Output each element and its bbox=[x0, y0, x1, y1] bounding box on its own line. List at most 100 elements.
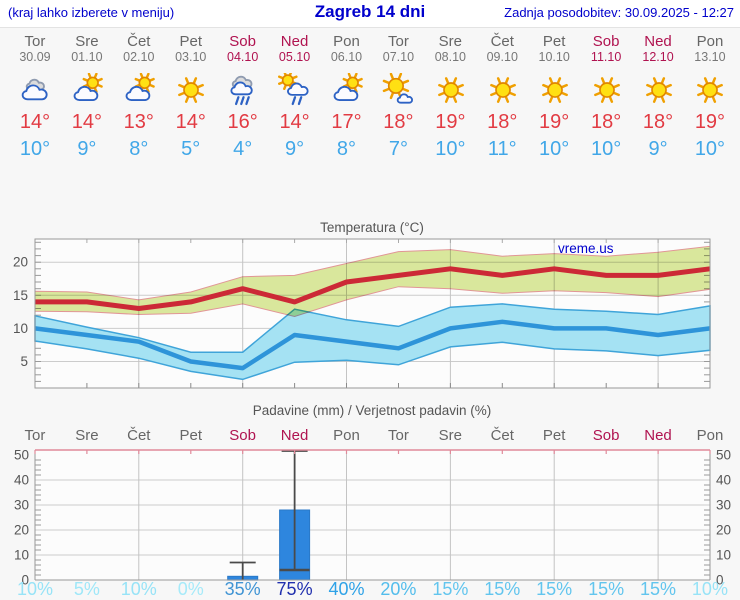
svg-text:10: 10 bbox=[716, 548, 731, 563]
sunny-icon bbox=[489, 77, 516, 103]
day-date: 13.10 bbox=[694, 50, 726, 64]
weather-icon-cell bbox=[269, 73, 321, 106]
svg-text:50: 50 bbox=[716, 448, 731, 463]
max-temp-value: 18° bbox=[590, 111, 622, 133]
precip-probability-labels: 10% 5% 10% 0% 35% 75% 40% 20% 15% 15% 15% 15% 15% 10% bbox=[9, 579, 736, 600]
precip-day-labels: Tor Sre Čet Pet Sob Ned Pon Tor Sre Čet Pet Sob Ned P… bbox=[9, 427, 736, 444]
day-date: 02.10 bbox=[123, 50, 155, 64]
precip-day-label: Ned bbox=[644, 427, 672, 444]
max-temp-value: 14° bbox=[279, 111, 310, 133]
day-date: 12.10 bbox=[642, 50, 674, 64]
min-temp-value: 9° bbox=[648, 138, 668, 160]
max-temp-value: 14° bbox=[175, 111, 206, 133]
sunny-icon bbox=[697, 77, 724, 103]
sunny-icon bbox=[437, 77, 464, 103]
day-date: 01.10 bbox=[71, 50, 103, 64]
precip-probability: 10% bbox=[691, 579, 728, 599]
day-name: Tor bbox=[24, 33, 46, 50]
watermark: vreme.us bbox=[558, 241, 614, 256]
min-temp-value: 10° bbox=[539, 138, 570, 160]
day-date: 30.09 bbox=[19, 50, 51, 64]
precip-day-label: Tor bbox=[24, 427, 46, 444]
forecast-day-column: Čet 09.10 18° 11° bbox=[476, 34, 528, 162]
max-temp-value: 18° bbox=[487, 111, 518, 133]
day-name: Čet bbox=[490, 33, 514, 50]
min-temp-value: 10° bbox=[694, 138, 726, 160]
rain-icon bbox=[230, 75, 253, 106]
precip-day-label: Ned bbox=[280, 427, 309, 444]
precip-probability: 15% bbox=[432, 579, 469, 599]
day-date: 07.10 bbox=[382, 50, 415, 64]
weather-icon-cell bbox=[684, 73, 736, 106]
weather-icon-cell bbox=[632, 73, 684, 106]
precip-day-label: Pet bbox=[179, 427, 202, 444]
sunny-icon bbox=[178, 77, 205, 103]
day-name: Sre bbox=[438, 33, 462, 50]
day-name: Sob bbox=[592, 33, 620, 50]
forecast-day-column: Sre 01.10 14° 9° bbox=[61, 34, 113, 162]
precip-day-label: Pet bbox=[542, 427, 566, 444]
precip-day-label: Tor bbox=[387, 427, 409, 444]
min-temp-value: 10° bbox=[590, 138, 622, 160]
day-name: Pet bbox=[542, 33, 566, 50]
min-temp-value: 4° bbox=[233, 138, 253, 160]
day-name: Čet bbox=[127, 33, 151, 50]
sunny-icon bbox=[593, 77, 620, 103]
precip-day-label: Pon bbox=[333, 427, 360, 444]
partly-icon bbox=[333, 73, 363, 101]
day-date: 10.10 bbox=[538, 50, 570, 64]
day-name: Tor bbox=[387, 33, 409, 50]
svg-text:15: 15 bbox=[13, 288, 28, 303]
forecast-day-column: Tor 07.10 18° 7° bbox=[372, 34, 424, 162]
max-temp-value: 13° bbox=[123, 111, 154, 133]
forecast-day-column: Čet 02.10 13° 8° bbox=[113, 34, 165, 162]
forecast-day-column: Sre 08.10 19° 10° bbox=[424, 34, 476, 162]
day-name: Sre bbox=[75, 33, 99, 50]
min-temp-value: 8° bbox=[129, 138, 149, 160]
svg-text:0: 0 bbox=[21, 573, 29, 588]
partly-icon bbox=[125, 73, 156, 101]
day-date: 03.10 bbox=[175, 50, 207, 64]
max-temp-value: 18° bbox=[383, 111, 414, 133]
weather-icon-cell bbox=[476, 73, 528, 106]
max-temp-value: 14° bbox=[71, 111, 102, 133]
precip-probability: 15% bbox=[588, 579, 625, 599]
day-name: Pon bbox=[696, 33, 724, 50]
last-update: Zadnja posodobitev: 30.09.2025 - 12:27 bbox=[504, 5, 734, 20]
precip-probability: 15% bbox=[536, 579, 573, 599]
day-name: Ned bbox=[280, 33, 309, 50]
max-temp-value: 19° bbox=[435, 111, 466, 133]
max-temp-value: 16° bbox=[227, 111, 258, 133]
day-date: 04.10 bbox=[227, 50, 259, 64]
max-temp-value: 14° bbox=[19, 111, 51, 133]
forecast-day-column: Ned 12.10 18° 9° bbox=[632, 34, 684, 162]
weather-icon-cell bbox=[165, 73, 217, 106]
svg-text:20: 20 bbox=[14, 523, 29, 538]
forecast-day-column: Sob 11.10 18° 10° bbox=[580, 34, 632, 162]
precip-day-label: Pon bbox=[696, 427, 724, 444]
max-temp-value: 19° bbox=[539, 111, 570, 133]
weather-icon-cell bbox=[424, 73, 476, 106]
precip-day-label: Sre bbox=[75, 427, 99, 444]
precip-day-label: Sob bbox=[592, 427, 620, 444]
svg-text:50: 50 bbox=[14, 448, 29, 463]
precip-day-label: Sob bbox=[229, 427, 256, 444]
precip-probability: 5% bbox=[73, 579, 100, 599]
forecast-day-column: Ned 05.10 14° 9° bbox=[269, 34, 321, 162]
sun-rain-icon bbox=[278, 73, 309, 106]
min-temp-value: 5° bbox=[181, 138, 201, 160]
precip-probability: 20% bbox=[380, 579, 417, 599]
weather-icon-cell bbox=[372, 73, 424, 106]
min-temp-value: 8° bbox=[336, 138, 357, 160]
day-name: Ned bbox=[644, 33, 672, 50]
max-temp-value: 19° bbox=[694, 111, 726, 133]
svg-text:5: 5 bbox=[20, 354, 28, 369]
day-date: 09.10 bbox=[486, 50, 518, 64]
day-date: 05.10 bbox=[278, 50, 311, 64]
header: (kraj lahko izberete v meniju) Zagreb 14… bbox=[0, 0, 740, 28]
precipitation-chart: 0 0 10 10 20 20 30 30 40 40 50 50 Padavine (mm) / Ve… bbox=[14, 403, 731, 588]
temp-chart-title: Temperatura (°C) bbox=[320, 220, 424, 235]
forecast-day-column: Pet 03.10 14° 5° bbox=[165, 34, 217, 162]
weather-icon-cell bbox=[9, 73, 61, 106]
svg-text:40: 40 bbox=[716, 473, 731, 488]
